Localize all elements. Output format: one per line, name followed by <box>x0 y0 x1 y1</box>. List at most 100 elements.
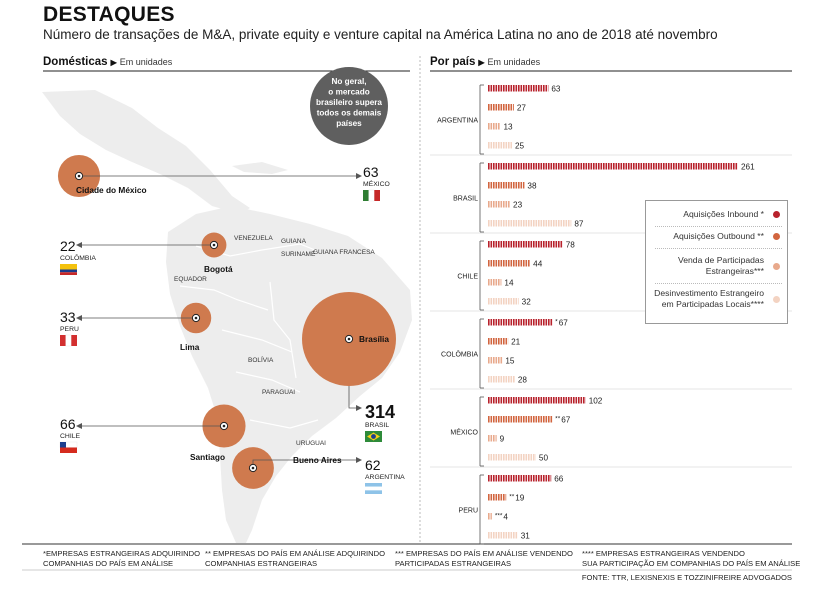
legend-dot-icon <box>773 262 780 270</box>
callout-value: 22 <box>60 238 76 254</box>
city-label: Cidade do México <box>76 185 147 195</box>
bar-chile-s2 <box>488 260 530 267</box>
bar-colômbia-s1 <box>488 319 553 326</box>
arrow-head-icon <box>76 423 82 429</box>
bar-brasil-s1 <box>488 163 738 170</box>
bar-brasil-s4 <box>488 220 572 227</box>
latin-america-map <box>42 90 412 543</box>
callout-country: PERU <box>60 326 79 333</box>
city-label: Lima <box>180 342 200 352</box>
arrow-head-icon <box>76 315 82 321</box>
callout-country: COLÔMBIA <box>60 253 96 262</box>
legend-separator <box>655 283 782 284</box>
bar-brasil-s2 <box>488 182 525 189</box>
category-label: CHILE <box>457 274 478 281</box>
bar-value-label: 9 <box>500 435 505 444</box>
region-label: GUIANA FRANCESA <box>313 249 375 256</box>
triangle-right-icon: ▶ <box>110 58 117 67</box>
legend-line: em Participadas Locais**** <box>661 299 764 309</box>
region-label: VENEZUELA <box>234 235 273 242</box>
callout-value: 62 <box>365 457 381 473</box>
bar-méxico-s4 <box>488 454 536 461</box>
category-label: PERU <box>459 508 478 515</box>
country-group-peru: PERU 66 **19 ***4 31 <box>430 466 792 545</box>
border-line <box>221 329 293 353</box>
bar-chile-s4 <box>488 298 519 305</box>
arrow-head-icon <box>356 457 362 463</box>
footnote-line: COMPANHIAS DO PAÍS EM ANÁLISE <box>43 559 174 568</box>
legend <box>645 200 788 324</box>
callout-country: BRASIL <box>365 422 389 429</box>
legend-dot-icon <box>773 295 780 303</box>
country-group-chile: CHILE 78 44 14 32 <box>430 232 792 311</box>
bar-value-label: 23 <box>513 201 523 210</box>
category-label: ARGENTINA <box>437 118 478 125</box>
bar-value-label: 28 <box>518 376 528 385</box>
city-marker: Brasília <box>344 334 389 344</box>
city-label: Brasília <box>359 334 389 344</box>
legend-separator <box>655 248 782 249</box>
bar-chile-s3 <box>488 279 502 286</box>
bar-value-label: 78 <box>566 241 576 250</box>
region-label: EQUADOR <box>174 276 207 283</box>
region-label: BOLÍVIA <box>248 355 274 364</box>
bar-value-label: 66 <box>554 475 564 484</box>
border-line <box>249 419 319 429</box>
pe-flag-icon <box>60 334 77 347</box>
footnote-line: *** EMPRESAS DO PAÍS EM ANÁLISE VENDENDO <box>395 549 573 558</box>
bar-méxico-s3 <box>488 435 497 442</box>
legend-line: Aquisições Outbound ** <box>673 231 764 241</box>
bar-value-label: 50 <box>539 454 549 463</box>
legend-item-label: Venda de Participadas Estrangeiras*** <box>678 255 764 277</box>
callout-text: o mercado <box>328 88 369 97</box>
region-label: URUGUAI <box>296 440 326 447</box>
arrow-head-icon <box>356 405 362 411</box>
bar-méxico-s1 <box>488 397 586 404</box>
city-label: Santiago <box>190 452 225 462</box>
country-group-argentina: ARGENTINA 63 27 13 25 <box>437 85 561 155</box>
callout-country: CHILE <box>60 433 80 440</box>
south-america-shape <box>166 206 412 543</box>
footnote: ** EMPRESAS DO PAÍS EM ANÁLISE ADQUIRIND… <box>205 549 385 569</box>
city-marker: Santiago <box>190 421 229 462</box>
bar-value-label: 38 <box>527 182 537 191</box>
right-panel-unit: Em unidades <box>487 57 541 67</box>
page-title: DESTAQUES <box>43 3 175 26</box>
legend-items: Aquisições Inbound * Aquisições Outbound … <box>645 200 788 324</box>
source-note: FONTE: TTR, LEXISNEXIS E TOZZINIFREIRE A… <box>581 573 792 582</box>
right-panel-title: Por país <box>430 56 476 68</box>
bar-peru-s3 <box>488 513 492 520</box>
bar-chile-s1 <box>488 241 563 248</box>
category-label: COLÔMBIA <box>441 350 478 359</box>
bar-peru-s4 <box>488 532 518 539</box>
br-flag-icon <box>365 431 382 442</box>
footnote-line: SUA PARTICIPAÇÃO EM COMPANHIAS DO PAÍS E… <box>582 559 801 568</box>
bar-value-label: 14 <box>504 279 514 288</box>
bar-colômbia-s3 <box>488 357 503 364</box>
bar-value-label: 63 <box>551 85 561 94</box>
bar-argentina-s1 <box>488 85 549 92</box>
bar-value-label: 25 <box>515 142 525 151</box>
region-label: SURINAME <box>281 251 316 258</box>
callout-country: MÉXICO <box>363 179 390 188</box>
bar-value-label: 13 <box>503 123 513 132</box>
footnote-line: *EMPRESAS ESTRANGEIRAS ADQUIRINDO <box>43 549 200 558</box>
category-label: BRASIL <box>453 196 478 203</box>
legend-line: Venda de Participadas <box>677 255 764 265</box>
legend-dot-icon <box>773 233 780 240</box>
bar-value-label: **67 <box>555 416 571 425</box>
region-label: GUIANA <box>281 238 307 245</box>
country-group-brasil: BRASIL 261 38 23 87 <box>430 154 792 233</box>
left-panel-unit: Em unidades <box>119 57 173 67</box>
footnote-line: **** EMPRESAS ESTRANGEIRAS VENDENDO <box>582 549 745 558</box>
legend-item-label: Aquisições Outbound ** <box>673 231 764 242</box>
callout-value: 66 <box>60 416 76 432</box>
callout-text: brasileiro supera <box>316 98 382 107</box>
left-panel-heading: Domésticas ▶ Em unidades <box>43 56 172 68</box>
city-marker: Cidade do México <box>74 171 147 195</box>
legend-item-label: Aquisições Inbound * <box>683 209 764 220</box>
right-panel-heading: Por país ▶ Em unidades <box>430 56 540 68</box>
